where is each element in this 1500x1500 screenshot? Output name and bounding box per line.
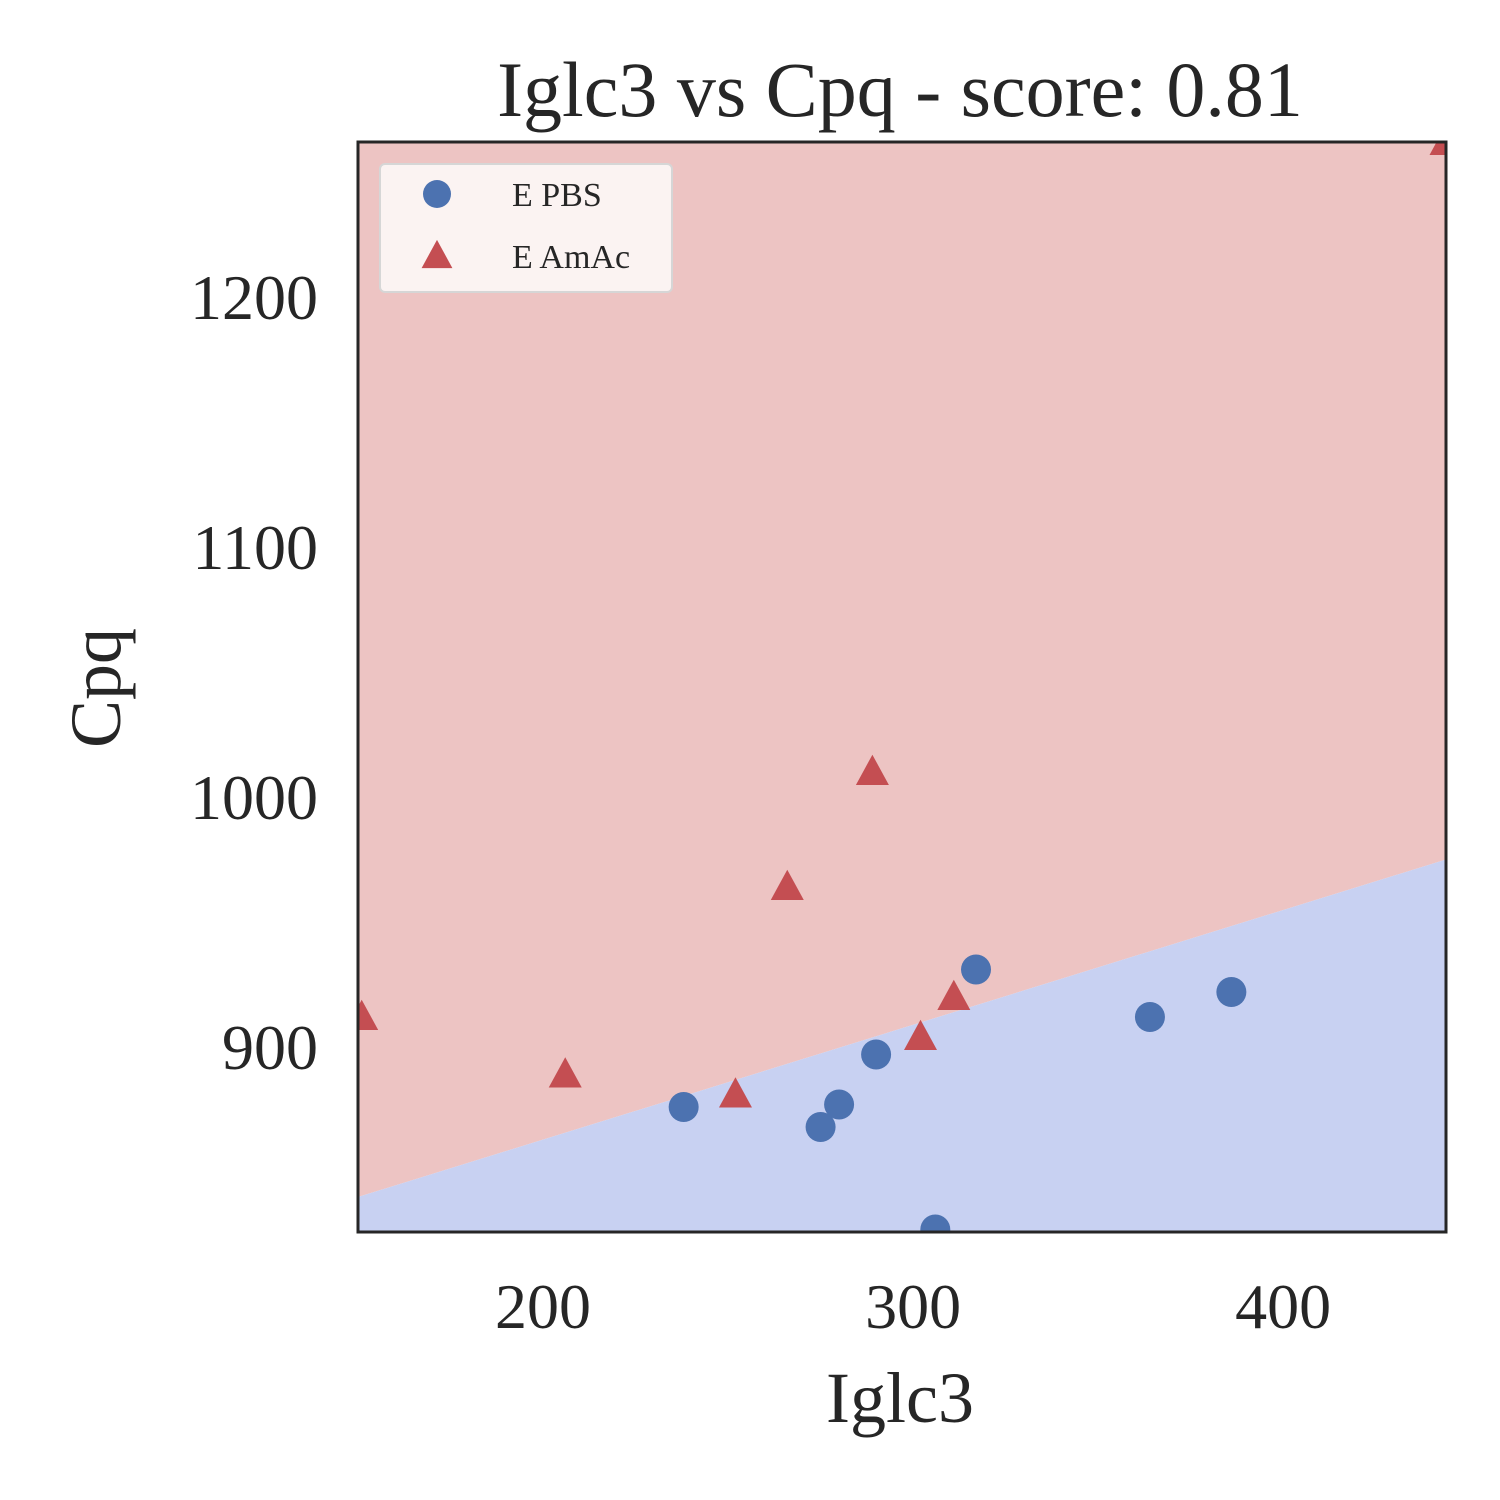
legend-triangle-icon [421, 239, 453, 269]
region-e-pbs [358, 859, 1446, 1232]
point-e-pbs [920, 1214, 951, 1232]
y-tick-label: 1200 [190, 262, 318, 333]
point-e-pbs [668, 1092, 699, 1122]
y-tick-label: 900 [222, 1012, 318, 1083]
x-axis-label: Iglc3 [826, 1358, 974, 1438]
point-e-pbs [861, 1039, 892, 1070]
point-e-pbs [961, 954, 992, 985]
decision-regions [358, 142, 1446, 1232]
point-e-pbs [805, 1112, 836, 1142]
point-e-amac [718, 1077, 752, 1108]
y-tick-label: 1000 [190, 762, 318, 833]
point-e-pbs [1216, 977, 1247, 1007]
point-e-pbs [1134, 1002, 1165, 1032]
y-axis-label: Cpq [56, 628, 136, 748]
y-tick-label: 1100 [192, 512, 318, 583]
point-e-amac [548, 1057, 582, 1088]
point-e-amac [937, 979, 971, 1010]
point-e-amac [855, 754, 889, 785]
point-e-pbs [824, 1089, 855, 1120]
point-e-amac [1429, 142, 1446, 155]
point-e-amac [770, 869, 804, 900]
x-tick-label: 300 [865, 1271, 961, 1342]
legend-circle-icon [423, 180, 451, 208]
point-e-amac [904, 1019, 938, 1050]
x-tick-label: 400 [1235, 1271, 1331, 1342]
point-e-amac [358, 999, 379, 1030]
legend-label: E AmAc [512, 239, 630, 276]
region-e-amac [358, 142, 1446, 1197]
legend: E PBS E AmAc [379, 163, 673, 293]
data-points [358, 142, 1446, 1232]
x-tick-label: 200 [495, 1271, 591, 1342]
tick-labels: 200 300 400 900 1000 1100 1200 [190, 262, 1331, 1342]
legend-label: E PBS [512, 177, 602, 214]
plot-frame [356, 140, 1448, 1234]
legend-box [379, 163, 673, 293]
chart-title: Iglc3 vs Cpq - score: 0.81 [497, 46, 1303, 133]
